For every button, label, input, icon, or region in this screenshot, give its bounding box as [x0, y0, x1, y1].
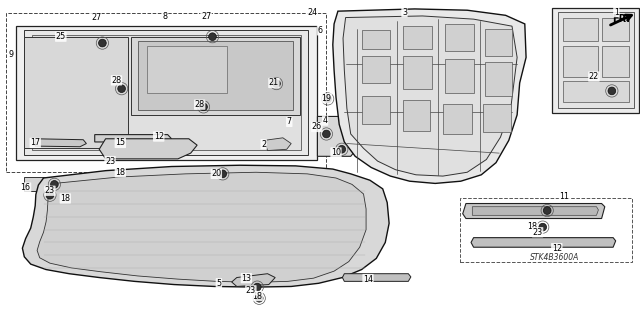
Bar — [460, 198, 632, 262]
Circle shape — [253, 283, 261, 291]
Circle shape — [99, 39, 106, 47]
Text: 5: 5 — [216, 279, 221, 288]
Polygon shape — [403, 26, 432, 49]
Text: 19: 19 — [321, 94, 332, 103]
Polygon shape — [333, 9, 526, 183]
Polygon shape — [24, 37, 128, 148]
Polygon shape — [35, 139, 86, 147]
Polygon shape — [362, 56, 390, 83]
Polygon shape — [131, 37, 300, 115]
Circle shape — [323, 130, 330, 138]
Polygon shape — [445, 24, 474, 51]
Polygon shape — [32, 35, 301, 150]
Polygon shape — [563, 18, 598, 41]
Text: 23: 23 — [105, 157, 115, 166]
Text: 2: 2 — [261, 140, 266, 149]
Polygon shape — [362, 30, 390, 49]
Polygon shape — [558, 12, 634, 108]
Circle shape — [543, 207, 551, 214]
Text: 13: 13 — [241, 274, 252, 283]
Text: 18: 18 — [527, 222, 538, 231]
Polygon shape — [16, 26, 317, 160]
Polygon shape — [443, 104, 472, 134]
Circle shape — [46, 191, 54, 199]
Text: 23: 23 — [246, 286, 256, 295]
Text: FR.: FR. — [612, 13, 630, 24]
Polygon shape — [343, 16, 517, 176]
Polygon shape — [95, 135, 172, 142]
Polygon shape — [24, 177, 70, 191]
Polygon shape — [24, 30, 308, 155]
Polygon shape — [563, 46, 598, 77]
Text: 23: 23 — [532, 228, 543, 237]
Text: 17: 17 — [30, 138, 40, 147]
Text: 22: 22 — [589, 72, 599, 81]
Circle shape — [209, 33, 216, 41]
Circle shape — [255, 294, 263, 302]
Text: 3: 3 — [402, 8, 407, 17]
Text: 10: 10 — [331, 148, 341, 157]
Text: 1: 1 — [614, 8, 619, 17]
Polygon shape — [232, 274, 275, 286]
Text: 12: 12 — [154, 132, 164, 141]
Text: 8: 8 — [163, 12, 168, 21]
Polygon shape — [552, 8, 639, 113]
Polygon shape — [403, 56, 432, 89]
Text: 7: 7 — [287, 117, 292, 126]
Text: 18: 18 — [252, 292, 262, 300]
Polygon shape — [317, 116, 357, 156]
Text: 15: 15 — [115, 138, 125, 147]
Polygon shape — [362, 96, 390, 124]
Polygon shape — [563, 81, 629, 102]
Text: 4: 4 — [323, 116, 328, 125]
Text: 18: 18 — [115, 168, 125, 177]
Polygon shape — [471, 238, 616, 247]
Text: 28: 28 — [111, 76, 122, 85]
Text: 23: 23 — [45, 186, 55, 195]
Text: 21: 21 — [269, 78, 279, 87]
Text: STK4B3600A: STK4B3600A — [530, 253, 579, 262]
Text: 12: 12 — [552, 244, 562, 253]
Polygon shape — [463, 204, 605, 219]
Polygon shape — [264, 138, 291, 151]
Circle shape — [608, 87, 616, 95]
Circle shape — [539, 223, 547, 231]
Polygon shape — [602, 18, 629, 41]
Text: 27: 27 — [201, 12, 211, 21]
Text: 25: 25 — [56, 32, 66, 41]
Circle shape — [273, 80, 280, 87]
Text: 20: 20 — [211, 169, 221, 178]
Polygon shape — [37, 172, 366, 282]
Polygon shape — [99, 139, 197, 159]
Text: 11: 11 — [559, 192, 570, 201]
Circle shape — [51, 181, 58, 188]
Text: 14: 14 — [363, 275, 373, 284]
Text: 26: 26 — [312, 122, 322, 131]
Circle shape — [338, 145, 346, 153]
Text: 6: 6 — [317, 26, 323, 35]
Text: 18: 18 — [60, 194, 70, 203]
Polygon shape — [342, 274, 411, 281]
Polygon shape — [485, 29, 512, 56]
Polygon shape — [403, 100, 430, 131]
Polygon shape — [445, 59, 474, 93]
Text: 9: 9 — [9, 50, 14, 59]
Text: 28: 28 — [195, 100, 205, 109]
Polygon shape — [485, 62, 512, 96]
Text: 16: 16 — [20, 183, 31, 192]
Polygon shape — [602, 46, 629, 77]
Text: 24: 24 — [307, 8, 317, 17]
Text: 27: 27 — [91, 13, 101, 22]
Polygon shape — [472, 207, 598, 215]
Circle shape — [324, 95, 332, 103]
Circle shape — [200, 103, 207, 111]
Polygon shape — [147, 46, 227, 93]
Circle shape — [219, 170, 227, 178]
Polygon shape — [22, 165, 389, 287]
Bar — [6, 13, 326, 172]
Circle shape — [118, 85, 125, 93]
Polygon shape — [138, 41, 293, 110]
Polygon shape — [483, 104, 511, 132]
